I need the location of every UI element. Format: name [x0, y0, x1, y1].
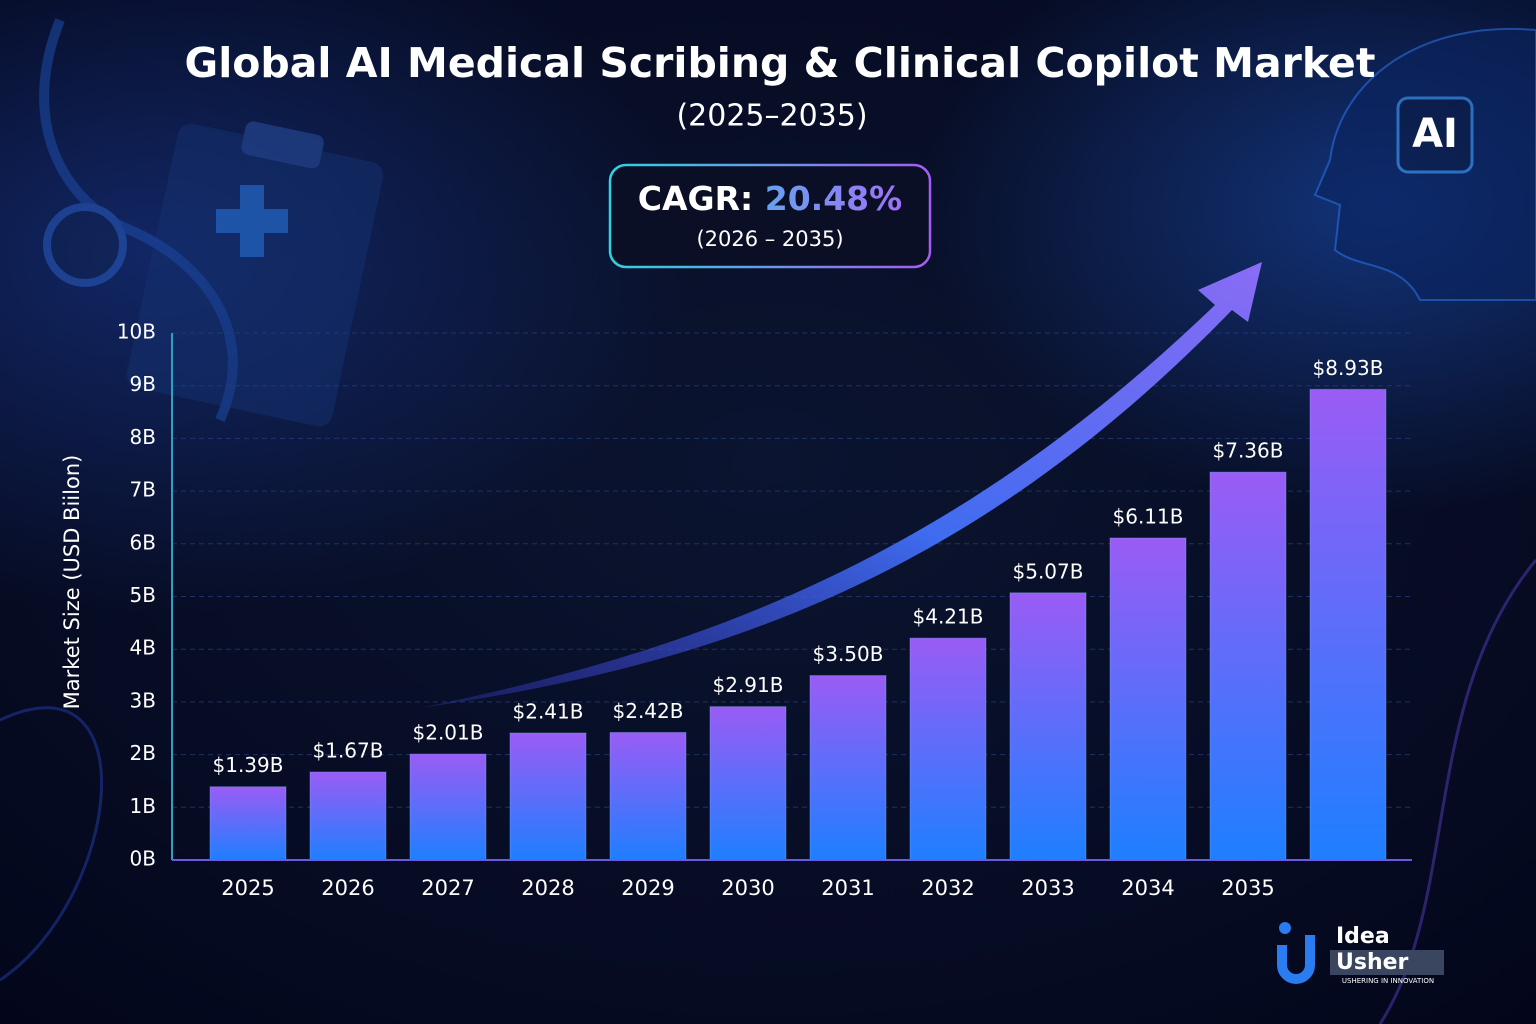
x-tick-label: 2034 [1121, 876, 1174, 900]
x-tick-label: 2028 [521, 876, 574, 900]
decor-wave [0, 706, 103, 982]
y-tick-label: 3B [130, 688, 156, 712]
x-tick-label: 2025 [221, 876, 274, 900]
chart-subtitle: (2025–2035) [676, 99, 867, 134]
value-label: $8.93B [1313, 356, 1384, 380]
y-tick-label: 7B [130, 478, 156, 502]
value-label: $7.36B [1213, 439, 1284, 463]
x-tick-label: 2031 [821, 876, 874, 900]
chart-title: Global AI Medical Scribing & Clinical Co… [185, 39, 1376, 87]
x-tick-label: 2027 [421, 876, 474, 900]
bar [409, 753, 487, 861]
decor-ai-head [1313, 27, 1536, 301]
value-label: $1.39B [213, 753, 284, 777]
cagr-text: CAGR: 20.48% [638, 179, 902, 218]
bar [1309, 388, 1387, 861]
y-tick-label: 5B [130, 583, 156, 607]
x-tick-label: 2035 [1221, 876, 1274, 900]
y-axis-label: Market Size (USD Biilon) [60, 455, 84, 710]
y-tick-label: 0B [130, 847, 156, 871]
x-tick-label: 2030 [721, 876, 774, 900]
value-label: $2.41B [513, 699, 584, 723]
value-label: $2.42B [613, 699, 684, 723]
bar [709, 706, 787, 861]
value-label: $1.67B [313, 738, 384, 762]
bar [509, 732, 587, 861]
logo-bottom: Usher [1336, 950, 1409, 975]
bar [309, 771, 387, 861]
logo [1277, 922, 1444, 984]
x-tick-label: 2026 [321, 876, 374, 900]
bar [1009, 592, 1087, 861]
plot-area: 0B 1B 2B 3B 4B 5B 6B 7B 8B 9B 10B 2025 $1.39B 2026 $1.… [117, 320, 1412, 900]
value-label: $3.50B [813, 642, 884, 666]
value-label: $2.91B [713, 673, 784, 697]
y-tick-label: 8B [130, 425, 156, 449]
cagr-box [608, 163, 932, 269]
y-tick-label: 9B [130, 372, 156, 396]
logo-top: Idea [1336, 924, 1390, 949]
y-tick-label: 1B [130, 794, 156, 818]
bar [209, 786, 287, 861]
decor-clipboard [39, 18, 384, 427]
logo-tagline: USHERING IN INNOVATION [1342, 977, 1434, 985]
bar [1209, 471, 1287, 861]
bar [809, 675, 887, 861]
y-tick-label: 2B [130, 741, 156, 765]
cagr-label: CAGR: [638, 179, 753, 218]
x-tick-label: 2033 [1021, 876, 1074, 900]
x-tick-label: 2032 [921, 876, 974, 900]
value-label: $4.21B [913, 605, 984, 629]
value-label: $2.01B [413, 721, 484, 745]
y-tick-label: 10B [117, 320, 156, 344]
value-label: $6.11B [1113, 505, 1184, 529]
cagr-period: (2026 – 2035) [696, 227, 843, 251]
bar [1109, 537, 1187, 861]
ai-icon-label: AI [1412, 111, 1458, 157]
value-label: $5.07B [1013, 559, 1084, 583]
y-tick-label: 4B [130, 636, 156, 660]
bar [909, 637, 987, 861]
x-tick-label: 2029 [621, 876, 674, 900]
cagr-value: 20.48% [765, 179, 902, 218]
y-tick-label: 6B [130, 530, 156, 554]
bar [609, 731, 687, 861]
